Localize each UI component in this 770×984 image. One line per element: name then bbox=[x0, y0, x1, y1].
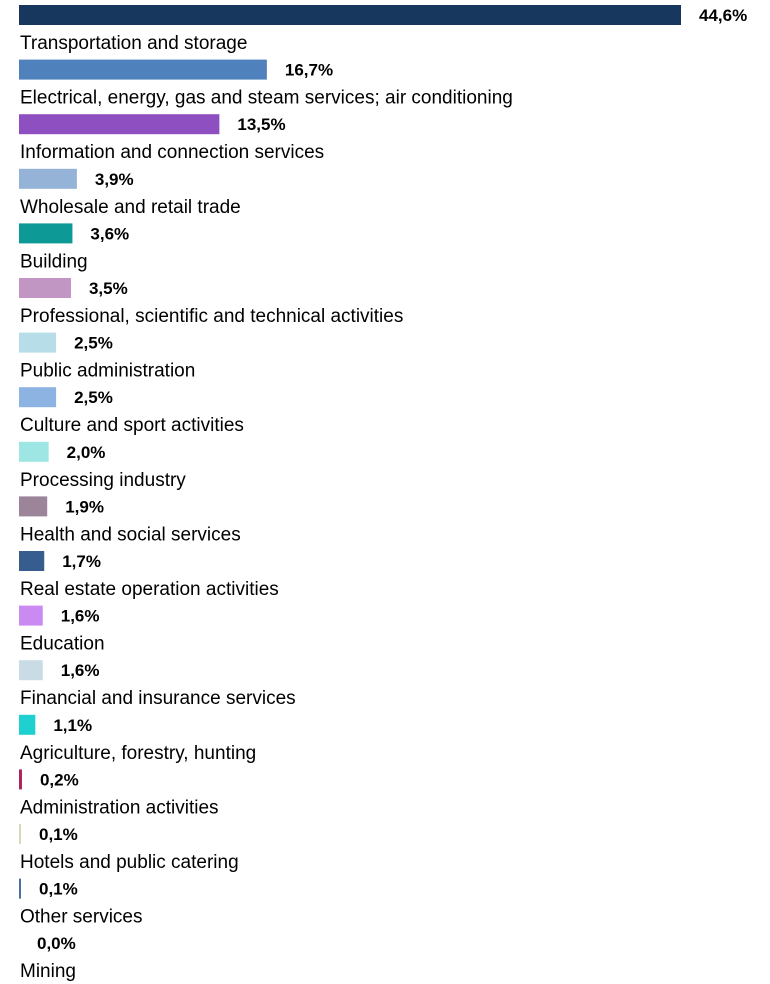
bar-0 bbox=[19, 5, 681, 25]
value-label-2: 13,5% bbox=[237, 115, 285, 134]
category-label-9: Health and social services bbox=[20, 524, 241, 545]
category-label-7: Culture and sport activities bbox=[20, 415, 244, 436]
category-label-15: Hotels and public catering bbox=[20, 852, 239, 873]
category-label-3: Wholesale and retail trade bbox=[20, 197, 241, 218]
bar-12 bbox=[19, 660, 43, 681]
category-label-10: Real estate operation activities bbox=[20, 579, 279, 600]
value-label-12: 1,6% bbox=[61, 661, 100, 680]
category-label-2: Information and connection services bbox=[20, 142, 324, 163]
bar-8 bbox=[19, 441, 49, 462]
bar-15 bbox=[19, 824, 21, 844]
value-label-10: 1,7% bbox=[62, 552, 101, 571]
category-label-8: Processing industry bbox=[20, 470, 186, 491]
value-label-14: 0,2% bbox=[40, 770, 79, 789]
bar-2 bbox=[19, 114, 220, 135]
value-label-8: 2,0% bbox=[67, 443, 106, 462]
category-label-1: Electrical, energy, gas and steam servic… bbox=[20, 88, 513, 109]
bar-5 bbox=[19, 278, 71, 298]
bar-16 bbox=[19, 878, 21, 899]
bar-3 bbox=[19, 168, 77, 189]
value-label-7: 2,5% bbox=[74, 388, 113, 407]
bar-13 bbox=[19, 714, 36, 735]
bar-14 bbox=[19, 769, 22, 790]
bar-11 bbox=[19, 605, 43, 626]
bar-9 bbox=[19, 496, 48, 517]
value-label-5: 3,5% bbox=[89, 279, 128, 298]
bar-7 bbox=[19, 387, 57, 408]
value-label-13: 1,1% bbox=[53, 716, 92, 735]
value-label-6: 2,5% bbox=[74, 334, 113, 353]
category-label-6: Public administration bbox=[20, 361, 195, 382]
value-label-15: 0,1% bbox=[39, 825, 78, 844]
bar-6 bbox=[19, 332, 57, 353]
category-label-11: Education bbox=[20, 634, 105, 655]
value-label-11: 1,6% bbox=[61, 607, 100, 626]
category-label-5: Professional, scientific and technical a… bbox=[20, 306, 403, 327]
value-label-1: 16,7% bbox=[285, 61, 333, 80]
category-label-16: Other services bbox=[20, 907, 142, 928]
category-label-13: Agriculture, forestry, hunting bbox=[20, 743, 256, 764]
category-label-14: Administration activities bbox=[20, 797, 219, 818]
value-label-17: 0,0% bbox=[37, 934, 76, 953]
category-label-0: Transportation and storage bbox=[20, 33, 247, 54]
value-label-9: 1,9% bbox=[65, 497, 104, 516]
value-label-0: 44,6% bbox=[699, 6, 747, 25]
value-label-16: 0,1% bbox=[39, 880, 78, 899]
category-label-17: Mining bbox=[20, 961, 76, 982]
category-label-4: Building bbox=[20, 251, 88, 272]
bar-1 bbox=[19, 59, 267, 80]
bar-10 bbox=[19, 551, 45, 571]
value-label-4: 3,6% bbox=[90, 224, 129, 243]
value-label-3: 3,9% bbox=[95, 170, 134, 189]
bar-4 bbox=[19, 223, 73, 244]
category-label-12: Financial and insurance services bbox=[20, 688, 296, 709]
